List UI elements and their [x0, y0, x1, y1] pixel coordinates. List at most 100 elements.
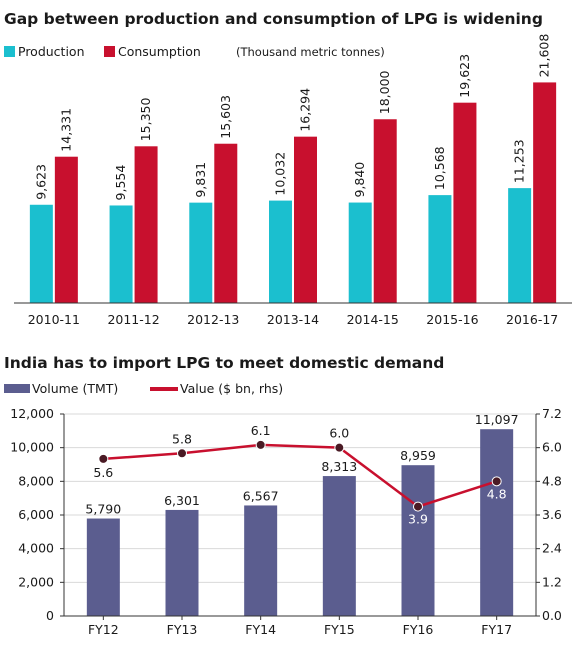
unit-note: (Thousand metric tonnes) [236, 45, 385, 59]
chart1-labels: 2010-11 9,623 14,331 2011-12 9,554 15,350 2012… [28, 34, 559, 327]
y-right-tick-label: 2.4 [542, 541, 562, 556]
volume-data-label: 11,097 [475, 412, 519, 427]
y-left-tick-label: 12,000 [10, 406, 54, 421]
x-tick-label: FY15 [324, 622, 355, 637]
legend-label-value: Value ($ bn, rhs) [180, 381, 283, 396]
x-tick-label: 2014-15 [347, 312, 399, 327]
chart1-bars [29, 82, 557, 303]
x-tick-label: FY13 [167, 622, 198, 637]
production-bar [508, 188, 532, 303]
consumption-bar [294, 136, 317, 303]
chart2-labels: 5,790 6,301 6,567 8,313 8,959 11,097 5.6 5.8 6.1… [85, 412, 518, 526]
y-right-tick-label: 6.0 [542, 440, 562, 455]
consumption-data-label: 15,350 [138, 98, 153, 142]
value-data-label: 6.1 [251, 423, 271, 438]
legend-swatch-volume [4, 384, 30, 393]
x-tick-label: 2011-12 [107, 312, 159, 327]
x-tick-label: FY12 [88, 622, 119, 637]
y-right-tick-label: 7.2 [542, 406, 562, 421]
chart2-value-line [98, 439, 502, 512]
chart2-bars [86, 429, 514, 616]
value-point [491, 476, 502, 487]
legend-label-consumption: Consumption [118, 44, 201, 59]
chart2-grid [64, 413, 536, 583]
production-bar [189, 202, 213, 303]
consumption-data-label: 21,608 [537, 34, 552, 78]
legend-label-volume: Volume (TMT) [32, 381, 118, 396]
volume-data-label: 8,959 [400, 448, 436, 463]
chart2-title: India has to import LPG to meet domestic… [4, 354, 444, 372]
volume-bar [86, 518, 120, 616]
y-right-tick-label: 3.6 [542, 507, 562, 522]
consumption-bar [134, 146, 158, 303]
production-data-label: 9,840 [352, 162, 367, 198]
consumption-data-label: 18,000 [377, 70, 392, 114]
production-bar [29, 204, 53, 303]
production-bar [109, 205, 133, 303]
legend-swatch-consumption [104, 46, 115, 57]
consumption-bar [533, 82, 557, 303]
value-data-label: 5.8 [172, 431, 192, 446]
consumption-bar [453, 102, 477, 303]
x-tick-label: 2013-14 [267, 312, 319, 327]
consumption-data-label: 15,603 [218, 95, 233, 139]
y-left-tick-label: 10,000 [10, 440, 54, 455]
consumption-data-label: 14,331 [58, 108, 73, 152]
chart1-title: Gap between production and consumption o… [4, 10, 543, 28]
legend-swatch-production [4, 46, 15, 57]
volume-bar [401, 465, 435, 616]
x-tick-label: 2015-16 [426, 312, 478, 327]
value-point [334, 442, 345, 453]
value-point [413, 501, 423, 512]
y-left-tick-label: 0 [46, 608, 54, 623]
x-tick-label: FY14 [245, 622, 276, 637]
value-data-label: 4.8 [487, 486, 507, 501]
production-bar [348, 202, 372, 303]
x-tick-label: 2012-13 [187, 312, 239, 327]
consumption-bar [373, 119, 397, 303]
y-left-tick-label: 4,000 [18, 541, 54, 556]
value-data-label: 6.0 [329, 426, 349, 441]
x-tick-label: FY17 [481, 622, 512, 637]
production-data-label: 10,568 [432, 146, 447, 190]
x-tick-label: 2016-17 [506, 312, 558, 327]
y-left-tick-label: 2,000 [18, 574, 54, 589]
value-point [177, 448, 187, 459]
volume-data-label: 6,301 [164, 493, 200, 508]
production-consumption-chart: Gap between production and consumption o… [4, 10, 572, 327]
volume-bar [165, 509, 199, 616]
consumption-bar [214, 143, 238, 303]
chart2-axes: 0 2,000 4,000 6,000 8,000 10,000 12,000 0.0 1.2 2… [10, 406, 562, 637]
volume-bar [322, 476, 356, 616]
volume-data-label: 8,313 [321, 459, 357, 474]
value-point [98, 453, 109, 464]
y-right-tick-label: 0.0 [542, 608, 562, 623]
value-line [103, 443, 498, 508]
consumption-bar [54, 156, 78, 303]
volume-data-label: 6,567 [243, 488, 279, 503]
value-data-label: 5.6 [93, 465, 113, 480]
value-point [255, 439, 266, 450]
import-chart: India has to import LPG to meet domestic… [4, 354, 562, 637]
production-data-label: 9,623 [33, 164, 48, 200]
value-data-label: 3.9 [408, 512, 428, 527]
production-bar [269, 200, 292, 303]
y-right-tick-label: 4.8 [542, 473, 562, 488]
volume-bar [244, 505, 278, 616]
volume-bar [480, 429, 514, 616]
y-left-tick-label: 8,000 [18, 473, 54, 488]
legend-label-production: Production [18, 44, 85, 59]
production-data-label: 11,253 [512, 139, 527, 183]
production-bar [428, 195, 452, 303]
y-left-tick-label: 6,000 [18, 507, 54, 522]
x-tick-label: FY16 [403, 622, 434, 637]
volume-data-label: 5,790 [85, 502, 121, 517]
y-right-tick-label: 1.2 [542, 574, 562, 589]
consumption-data-label: 19,623 [457, 54, 472, 98]
production-data-label: 9,554 [113, 165, 128, 201]
x-tick-label: 2010-11 [28, 312, 80, 327]
consumption-data-label: 16,294 [298, 88, 313, 132]
production-data-label: 10,032 [273, 152, 288, 196]
production-data-label: 9,831 [193, 162, 208, 198]
